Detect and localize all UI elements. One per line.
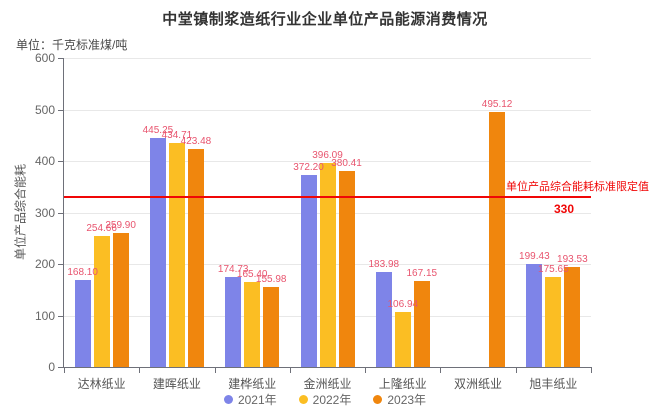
x-axis-tick <box>64 367 65 373</box>
bar-value-label: 380.41 <box>331 158 362 170</box>
y-axis-tick-label: 300 <box>34 205 55 220</box>
x-axis-tick <box>289 367 291 373</box>
x-axis-category-label: 旭丰纸业 <box>529 377 578 391</box>
x-axis-tick <box>515 367 517 373</box>
bar-value-label: 396.09 <box>312 150 343 161</box>
y-axis-tick <box>58 367 64 368</box>
x-axis-category-label: 达林纸业 <box>77 377 126 391</box>
x-axis-tick <box>591 367 592 373</box>
x-axis-tick <box>214 367 216 373</box>
legend-item-2021年[interactable]: 2021年 <box>223 391 277 408</box>
bar-value-label: 254.66 <box>86 222 117 234</box>
bar-2021年-建桦纸业[interactable] <box>225 277 242 367</box>
bar-value-label: 183.98 <box>368 259 400 271</box>
bar-2022年-上隆纸业[interactable] <box>394 311 411 367</box>
plot-area: 单位产品综合能耗标准限定值 330 0 100 200 300 400 500 600 达林纸… <box>35 52 649 391</box>
bar-value-label: 175.65 <box>538 263 569 275</box>
y-axis-tick <box>58 109 64 111</box>
bar-2021年-上隆纸业[interactable] <box>375 272 392 367</box>
y-axis-tick <box>58 315 64 317</box>
bar-value-label: 199.43 <box>519 251 550 263</box>
bar-value-label: 423.48 <box>180 135 212 147</box>
y-axis-tick-label: 500 <box>34 102 55 117</box>
bar-2023年-建晖纸业[interactable] <box>187 148 204 367</box>
bar-value-label: 106.94 <box>387 298 419 310</box>
x-axis-category-label: 金洲纸业 <box>303 377 352 391</box>
legend-label-2021年: 2021年 <box>237 393 277 407</box>
bar-value-label: 167.15 <box>406 267 438 279</box>
y-axis-tick-label: 100 <box>34 308 55 323</box>
y-axis-tick-label: 400 <box>34 154 55 168</box>
bar-value-label: 495.12 <box>481 99 513 110</box>
gridline <box>64 109 591 111</box>
gridline <box>64 58 591 59</box>
bar-2021年-金洲纸业[interactable] <box>300 175 317 367</box>
bar-2023年-双洲纸业[interactable] <box>489 112 506 367</box>
bar-2022年-旭丰纸业[interactable] <box>545 276 562 367</box>
bar-value-label: 445.25 <box>142 124 174 136</box>
bar-value-label: 193.53 <box>557 254 588 266</box>
bar-2023年-旭丰纸业[interactable] <box>564 267 581 367</box>
legend-label-2022年: 2022年 <box>312 393 352 407</box>
bar-2021年-旭丰纸业[interactable] <box>526 264 543 367</box>
bar-value-label: 434.71 <box>161 130 193 142</box>
legend-item-2023年[interactable]: 2023年 <box>373 391 426 408</box>
unit-label: 单位：千克标准煤/吨 <box>16 38 128 52</box>
bar-2023年-建桦纸业[interactable] <box>263 286 280 367</box>
y-axis-tick-label: 600 <box>34 51 55 65</box>
bar-value-label: 259.90 <box>105 220 136 232</box>
y-axis-tick-label: 0 <box>48 360 55 374</box>
bar-2022年-达林纸业[interactable] <box>93 235 110 367</box>
x-axis-category-label: 双洲纸业 <box>454 377 503 391</box>
x-axis-category-label: 上隆纸业 <box>378 377 427 391</box>
bar-value-label: 174.73 <box>217 264 249 275</box>
y-axis-tick-label: 200 <box>34 257 55 271</box>
marker-line-value: 330 <box>553 202 575 216</box>
x-axis-tick <box>440 367 442 373</box>
marker-line <box>64 196 591 199</box>
legend-marker-2023年 <box>373 395 383 404</box>
y-axis-tick <box>58 161 64 162</box>
marker-line-label: 单位产品综合能耗标准限定值 <box>506 181 649 193</box>
legend-label-2023年: 2023年 <box>387 393 427 407</box>
y-axis-tick <box>58 264 64 265</box>
bar-value-label: 372.20 <box>293 162 324 174</box>
chart-title: 中堂镇制浆造纸行业企业单位产品能源消费情况 <box>162 11 488 28</box>
bar-2023年-金洲纸业[interactable] <box>338 171 355 367</box>
bar-2023年-上隆纸业[interactable] <box>413 280 430 367</box>
bar-2022年-建桦纸业[interactable] <box>244 281 261 367</box>
bar-2022年-建晖纸业[interactable] <box>168 143 185 367</box>
bar-value-label: 165.40 <box>236 268 268 280</box>
legend-marker-2022年 <box>298 395 308 404</box>
bar-2021年-建晖纸业[interactable] <box>149 137 166 367</box>
legend-item-2022年[interactable]: 2022年 <box>298 391 352 408</box>
y-axis-tick <box>58 212 64 214</box>
bar-2021年-达林纸业[interactable] <box>74 280 91 367</box>
legend-marker-2021年 <box>223 395 233 404</box>
gridline <box>64 161 591 162</box>
y-axis-tick <box>58 58 64 59</box>
x-axis-category-label: 建桦纸业 <box>228 377 277 391</box>
bar-value-label: 168.10 <box>67 267 98 279</box>
x-axis-category-label: 建晖纸业 <box>152 377 201 391</box>
bar-2022年-金洲纸业[interactable] <box>319 163 336 367</box>
y-axis-title: 单位产品综合能耗 <box>13 163 28 261</box>
x-axis-tick <box>139 367 141 373</box>
x-axis-tick <box>365 367 367 373</box>
bar-2023年-达林纸业[interactable] <box>112 233 129 367</box>
legend: 2021年 2022年 2023年 <box>0 391 650 408</box>
bar-value-label: 155.98 <box>255 273 287 285</box>
